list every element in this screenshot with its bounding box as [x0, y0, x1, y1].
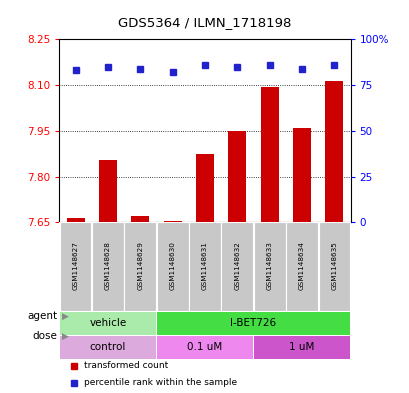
Text: transformed count: transformed count [84, 361, 168, 370]
Bar [292, 128, 310, 222]
Bar [92, 222, 124, 311]
Bar [156, 222, 188, 311]
Bar [60, 312, 156, 334]
Bar [196, 154, 213, 222]
Text: ▶: ▶ [61, 332, 68, 340]
Text: GSM1148633: GSM1148633 [266, 241, 272, 290]
Text: GSM1148634: GSM1148634 [298, 241, 304, 290]
Bar [228, 131, 246, 222]
Bar [260, 86, 278, 222]
Bar [156, 312, 349, 334]
Text: GSM1148635: GSM1148635 [330, 241, 337, 290]
Text: agent: agent [27, 311, 57, 321]
Bar [60, 336, 156, 358]
Bar [253, 222, 285, 311]
Bar [67, 218, 84, 222]
Text: GDS5364 / ILMN_1718198: GDS5364 / ILMN_1718198 [118, 17, 291, 29]
Text: control: control [90, 342, 126, 352]
Bar [131, 217, 149, 222]
Text: I-BET726: I-BET726 [230, 318, 276, 328]
Text: percentile rank within the sample: percentile rank within the sample [84, 378, 237, 387]
Text: dose: dose [32, 331, 57, 341]
Bar [124, 222, 156, 311]
Text: 0.1 uM: 0.1 uM [187, 342, 222, 352]
Bar [221, 222, 253, 311]
Bar [163, 221, 181, 222]
Text: ▶: ▶ [61, 312, 68, 321]
Text: GSM1148630: GSM1148630 [169, 241, 175, 290]
Bar [325, 81, 342, 222]
Bar [189, 222, 220, 311]
Bar [285, 222, 317, 311]
Text: vehicle: vehicle [89, 318, 126, 328]
Text: GSM1148628: GSM1148628 [105, 241, 111, 290]
Text: GSM1148629: GSM1148629 [137, 241, 143, 290]
Bar [60, 222, 91, 311]
Text: GSM1148631: GSM1148631 [202, 241, 207, 290]
Text: GSM1148632: GSM1148632 [234, 241, 240, 290]
Text: GSM1148627: GSM1148627 [72, 241, 79, 290]
Bar [156, 336, 253, 358]
Text: 1 uM: 1 uM [289, 342, 314, 352]
Bar [253, 336, 349, 358]
Bar [99, 160, 117, 222]
Bar [318, 222, 349, 311]
